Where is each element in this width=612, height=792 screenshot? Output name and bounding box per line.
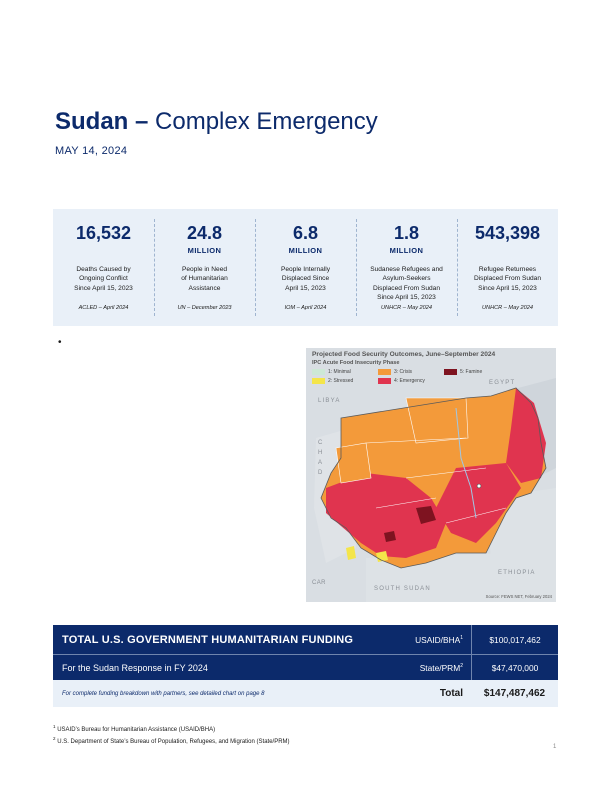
stat-source: IOM – April 2024: [284, 305, 327, 311]
stat-description: People Internally Displaced Since April …: [280, 266, 331, 292]
bullet-point: •: [58, 337, 62, 348]
stat-description: People in Need of Humanitarian Assistanc…: [181, 266, 228, 292]
stat-people-in-need: 24.8 MILLION People in Need of Humanitar…: [154, 209, 255, 326]
map-label-south-sudan: SOUTH SUDAN: [374, 586, 431, 592]
legend-item: 4: Emergency: [378, 378, 425, 384]
stat-returnees: 543,398 Refugee Returnees Displaced From…: [457, 209, 558, 326]
page-title: Sudan – Complex Emergency: [55, 108, 378, 136]
footnote-text: USAID’s Bureau for Humanitarian Assistan…: [57, 727, 216, 733]
funding-row-bha: TOTAL U.S. GOVERNMENT HUMANITARIAN FUNDI…: [53, 625, 558, 655]
map-label-ethiopia: ETHIOPIA: [498, 570, 536, 576]
stat-source: ACLED – April 2024: [78, 305, 129, 311]
map-source: Source: FEWS NET, February 2024: [485, 594, 552, 599]
map-label-egypt: EGYPT: [489, 380, 516, 386]
legend-swatch: [378, 369, 391, 375]
stat-deaths: 16,532 Deaths Caused by Ongoing Conflict…: [53, 209, 154, 326]
funding-table: TOTAL U.S. GOVERNMENT HUMANITARIAN FUNDI…: [53, 625, 558, 707]
title-crisis: Complex Emergency: [155, 108, 378, 135]
map-subtitle: IPC Acute Food Insecurity Phase: [312, 360, 400, 366]
legend-swatch: [312, 378, 325, 384]
agency-name: State/PRM: [419, 662, 461, 673]
funding-heading: TOTAL U.S. GOVERNMENT HUMANITARIAN FUNDI…: [62, 633, 354, 646]
map-label-car: CAR: [312, 580, 326, 586]
legend-label: 2: Stressed: [328, 378, 354, 384]
funding-amount: $47,470,000: [471, 655, 558, 680]
stat-number: 543,398: [474, 223, 541, 243]
stat-idps: 6.8 MILLION People Internally Displaced …: [255, 209, 356, 326]
stat-refugees: 1.8 MILLION Sudanese Refugees and Asylum…: [356, 209, 457, 326]
stat-description: Sudanese Refugees and Asylum-Seekers Dis…: [370, 266, 443, 302]
stat-unit: MILLION: [389, 246, 424, 255]
stat-source: UNHCR – May 2024: [381, 305, 432, 311]
food-security-map: Projected Food Security Outcomes, June–S…: [306, 348, 556, 602]
map-title: Projected Food Security Outcomes, June–S…: [312, 351, 496, 358]
stat-description: Refugee Returnees Displaced From Sudan S…: [473, 266, 542, 292]
agency-name: USAID/BHA: [415, 634, 461, 645]
total-label: Total: [439, 688, 463, 699]
sudan-map-graphic: [306, 348, 556, 602]
footnote-marker: 2: [53, 736, 56, 741]
funding-agency: USAID/BHA1: [386, 635, 471, 645]
legend-item: 3: Crisis: [378, 369, 412, 375]
stat-description: Deaths Caused by Ongoing Conflict Since …: [74, 266, 133, 292]
legend-item: 2: Stressed: [312, 378, 353, 384]
stat-number: 1.8: [393, 223, 420, 243]
funding-subheading: For the Sudan Response in FY 2024: [62, 662, 208, 673]
footnote-marker: 1: [53, 724, 56, 729]
legend-swatch: [312, 369, 325, 375]
page-number: 1: [553, 744, 557, 750]
legend-label: 1: Minimal: [328, 369, 351, 375]
stat-number: 24.8: [186, 223, 223, 243]
funding-row-total: For complete funding breakdown with part…: [53, 680, 558, 707]
funding-row-prm: For the Sudan Response in FY 2024 State/…: [53, 655, 558, 680]
funding-amount: $100,017,462: [471, 625, 558, 654]
total-amount: $147,487,462: [483, 688, 546, 699]
map-label-chad: CHAD: [318, 440, 324, 476]
footnote-text: U.S. Department of State’s Bureau of Pop…: [57, 739, 290, 745]
title-country: Sudan –: [55, 108, 149, 135]
agency-footnote-ref: 1: [460, 634, 463, 641]
legend-swatch: [378, 378, 391, 384]
footnote: 2 U.S. Department of State’s Bureau of P…: [53, 736, 290, 745]
legend-label: 3: Crisis: [394, 369, 413, 375]
agency-footnote-ref: 2: [460, 662, 463, 669]
footnote: 1 USAID’s Bureau for Humanitarian Assist…: [53, 724, 215, 733]
stat-unit: MILLION: [187, 246, 222, 255]
stat-source: UN – December 2023: [177, 305, 232, 311]
map-label-libya: LIBYA: [318, 398, 341, 404]
stat-number: 6.8: [292, 223, 319, 243]
legend-item: 1: Minimal: [312, 369, 351, 375]
key-figures-panel: 16,532 Deaths Caused by Ongoing Conflict…: [53, 209, 558, 326]
legend-label: 4: Emergency: [394, 378, 425, 384]
stat-number: 16,532: [75, 223, 132, 243]
legend-item: 5: Famine: [444, 369, 482, 375]
report-date: MAY 14, 2024: [55, 145, 128, 157]
legend-swatch: [444, 369, 457, 375]
funding-note: For complete funding breakdown with part…: [62, 690, 265, 697]
stat-source: UNHCR – May 2024: [482, 305, 533, 311]
stat-unit: MILLION: [288, 246, 323, 255]
legend-label: 5: Famine: [460, 369, 483, 375]
funding-agency: State/PRM2: [386, 663, 471, 673]
